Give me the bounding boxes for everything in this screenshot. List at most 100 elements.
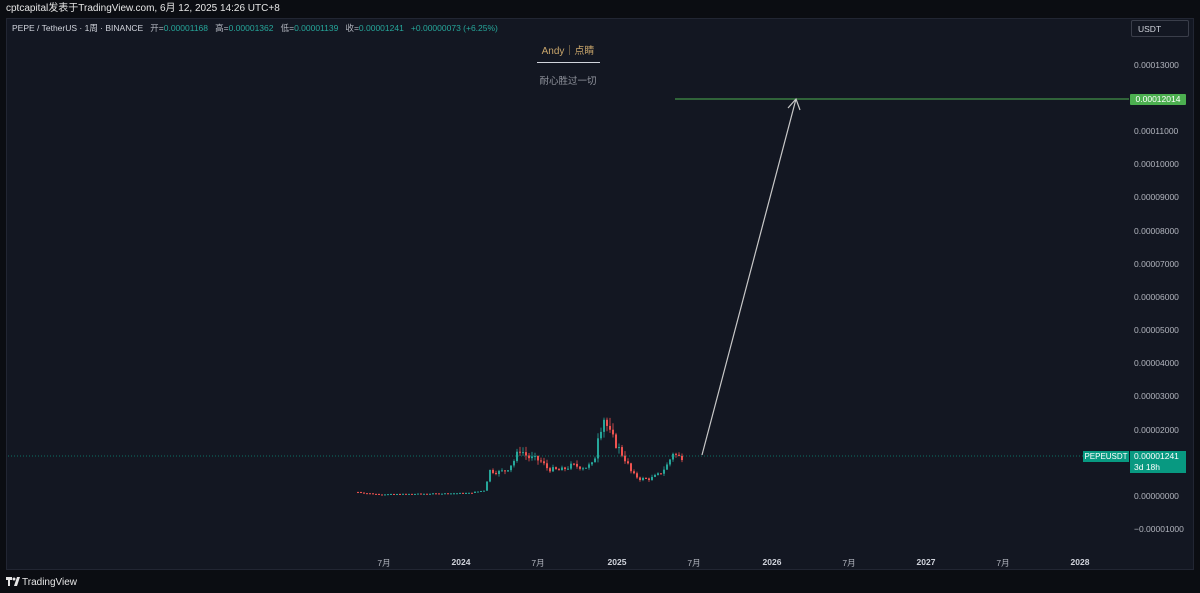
candle-body	[372, 493, 374, 495]
x-tick-label: 2028	[1070, 557, 1090, 567]
candle-body	[681, 455, 683, 461]
candle-body	[390, 493, 392, 495]
candle-body	[501, 470, 503, 472]
candle-body	[375, 493, 377, 495]
candle-body	[492, 469, 494, 473]
change-value: +0.00000073 (+6.25%)	[410, 23, 498, 33]
footer-brand[interactable]: TradingView	[22, 577, 78, 588]
candle-body	[597, 438, 599, 459]
candle-body	[468, 492, 470, 494]
candle-body	[582, 468, 584, 470]
candle-body	[432, 493, 434, 495]
candle-body	[669, 459, 671, 465]
candle-body	[399, 493, 401, 495]
candle-body	[543, 461, 545, 464]
projection-arrow	[701, 98, 797, 456]
x-tick-label: 7月	[996, 558, 1010, 568]
x-tick-label: 2024	[451, 557, 471, 567]
note-subtitle[interactable]: 耐心胜过一切	[539, 76, 597, 87]
chart-pane[interactable]	[6, 18, 1194, 570]
candle-body	[531, 456, 533, 459]
candle-body	[549, 468, 551, 472]
x-tick-label: 7月	[377, 558, 391, 568]
author-note[interactable]: Andy｜点睛	[541, 46, 595, 57]
candle-body	[450, 493, 452, 495]
candle-body	[576, 463, 578, 467]
candle-body	[558, 469, 560, 471]
candle-body	[630, 463, 632, 472]
high-label: 高=	[215, 23, 229, 33]
candle-body	[561, 467, 563, 471]
candle-body	[357, 492, 359, 494]
candle-body	[519, 451, 521, 453]
x-tick-label: 2025	[607, 557, 627, 567]
open-label: 开=	[150, 23, 164, 33]
footer-bar: TradingView	[0, 572, 1200, 593]
candle-body	[534, 455, 536, 457]
candle-body	[387, 494, 389, 496]
candle-body	[456, 493, 458, 495]
y-tick-label: 0.00004000	[1134, 358, 1179, 368]
candle-body	[384, 494, 386, 496]
y-tick-label: 0.00002000	[1134, 425, 1179, 435]
candle-body	[360, 492, 362, 494]
candle-body	[567, 468, 569, 470]
candle-body	[540, 460, 542, 462]
candle-body	[522, 452, 524, 454]
candle-body	[489, 469, 491, 482]
candle-body	[609, 425, 611, 430]
x-tick-label: 2027	[916, 557, 936, 567]
candle-body	[642, 477, 644, 481]
candle-body	[591, 462, 593, 465]
candle-body	[495, 472, 497, 474]
last-price-tag: 0.00001241 3d 18h	[1130, 451, 1186, 473]
y-tick-label: 0.00011000	[1134, 126, 1179, 136]
candle-body	[675, 453, 677, 455]
candle-body	[459, 492, 461, 494]
x-tick-label: 7月	[687, 558, 701, 568]
publish-header: cptcapital发表于TradingView.com, 6月 12, 202…	[0, 0, 1200, 18]
close-label: 收=	[345, 23, 359, 33]
candle-body	[672, 453, 674, 460]
candle-body	[678, 454, 680, 456]
symbol-legend: PEPE / TetherUS · 1周 · BINANCE 开=0.00001…	[12, 22, 498, 34]
candle-body	[579, 466, 581, 469]
candle-body	[645, 477, 647, 479]
candle-body	[504, 470, 506, 472]
open-value: 0.00001168	[163, 23, 209, 33]
candle-body	[366, 493, 368, 495]
symbol-title[interactable]: PEPE / TetherUS · 1周 · BINANCE	[12, 23, 144, 33]
candle-body	[633, 471, 635, 474]
candle-body	[423, 493, 425, 495]
candle-body	[363, 492, 365, 494]
candle-body	[486, 481, 488, 491]
candle-body	[660, 473, 662, 475]
candle-body	[594, 458, 596, 463]
low-value: 0.00001139	[294, 23, 339, 33]
y-tick-label: 0.00008000	[1134, 226, 1179, 236]
candle-body	[462, 492, 464, 494]
candle-body	[426, 493, 428, 495]
target-price-tag: 0.00012014	[1130, 94, 1186, 105]
y-tick-label: 0.00007000	[1134, 259, 1179, 269]
candle-body	[627, 461, 629, 464]
candle-body	[477, 491, 479, 493]
candle-body	[651, 476, 653, 480]
candle-body	[453, 493, 455, 495]
candle-body	[546, 463, 548, 469]
last-price-value: 0.00001241	[1134, 451, 1179, 461]
candle-body	[402, 493, 404, 495]
candle-body	[552, 467, 554, 472]
bar-countdown: 3d 18h	[1134, 462, 1160, 472]
currency-selector[interactable]: USDT	[1131, 20, 1189, 37]
candle-body	[429, 493, 431, 495]
candle-body	[618, 447, 620, 449]
candle-body	[657, 473, 659, 475]
candle-body	[474, 491, 476, 493]
symbol-price-tag: PEPEUSDT	[1083, 451, 1129, 462]
candle-body	[405, 493, 407, 495]
candle-body	[639, 477, 641, 481]
y-tick-label: 0.00000000	[1134, 491, 1179, 501]
candle-body	[507, 470, 509, 472]
